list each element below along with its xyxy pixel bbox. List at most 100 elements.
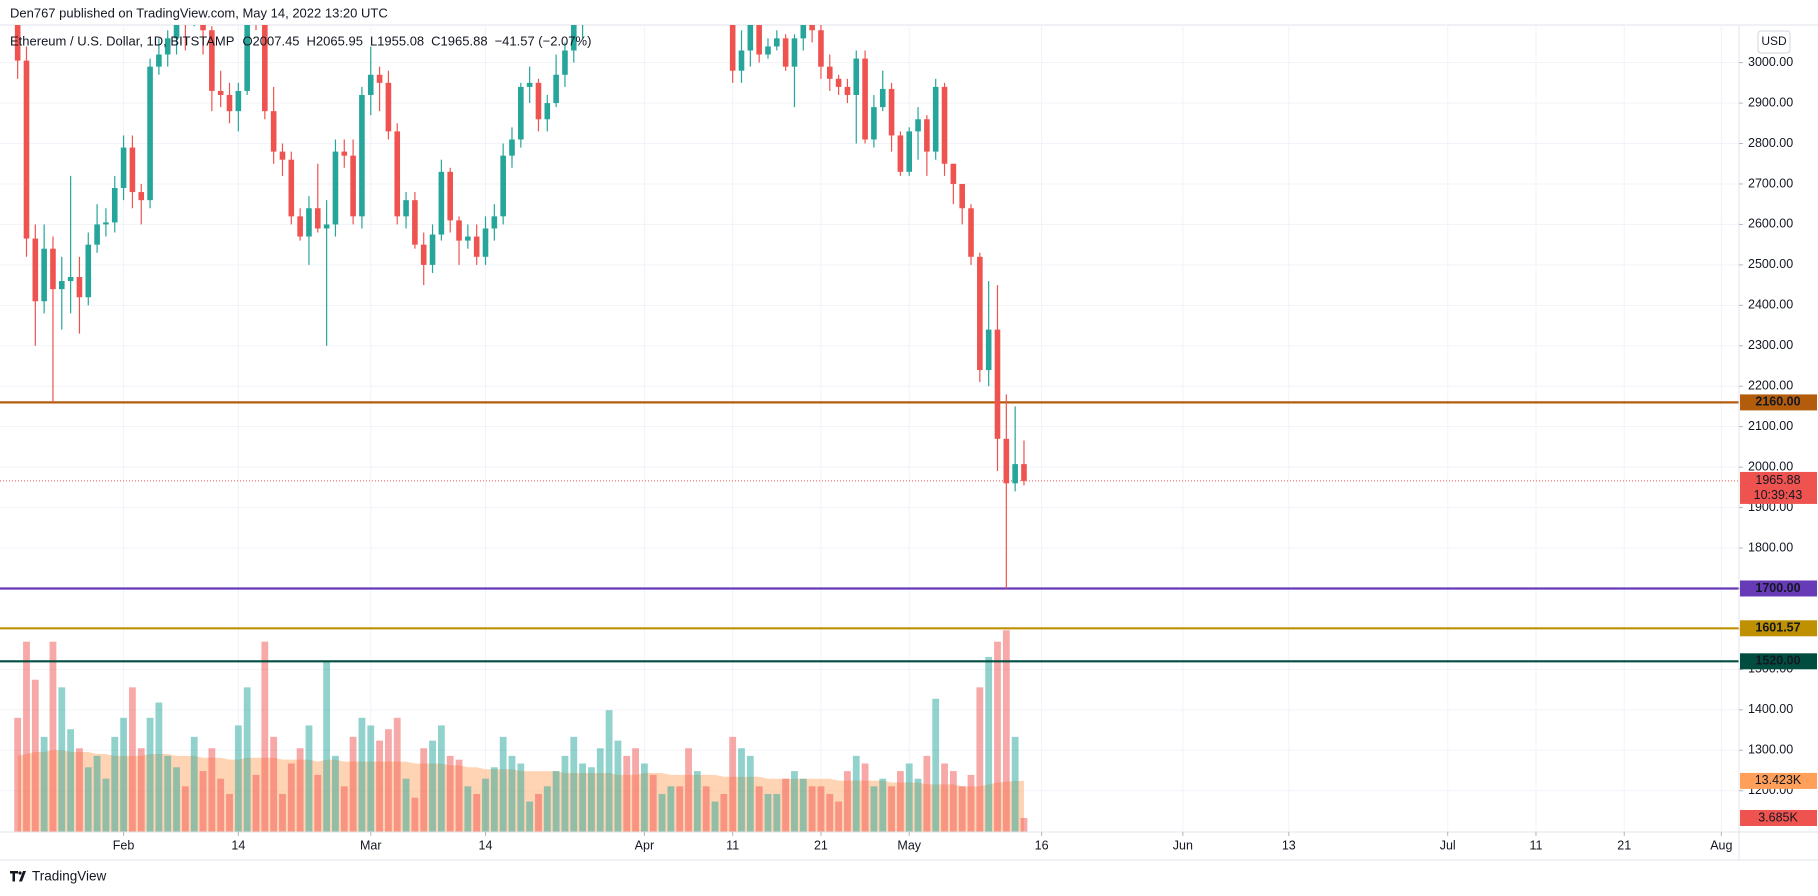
volume-bar xyxy=(58,687,66,832)
legend: Ethereum / U.S. Dollar, 1D, BITSTAMP O20… xyxy=(10,33,591,48)
volume-bar xyxy=(685,748,692,832)
candle-body xyxy=(500,155,506,217)
volume-bar xyxy=(888,786,895,832)
candle-body xyxy=(862,58,868,140)
volume-bar xyxy=(561,755,569,832)
candle-body xyxy=(765,46,771,55)
currency-box[interactable] xyxy=(1757,30,1791,54)
legend-item: H2065.95 xyxy=(307,33,363,48)
x-tick-label: 14 xyxy=(231,838,245,852)
volume-bar xyxy=(711,801,719,832)
level-label-bg xyxy=(1740,580,1817,597)
candle-body xyxy=(826,66,833,79)
volume-bar xyxy=(129,687,136,832)
volume-bar xyxy=(120,717,127,832)
volume-bar xyxy=(23,641,30,832)
volume-bar xyxy=(252,774,260,832)
candle-body xyxy=(456,220,462,241)
footer-brand: TradingView xyxy=(32,869,107,884)
volume-bar xyxy=(896,771,904,832)
volume-bar xyxy=(782,778,790,832)
candle-body xyxy=(429,234,436,265)
candle-body xyxy=(1003,438,1010,484)
volume-bar xyxy=(349,736,357,832)
x-tick-label: 14 xyxy=(479,838,493,852)
volume-bar xyxy=(826,793,834,832)
candle-body xyxy=(800,25,807,39)
volume-bar xyxy=(738,748,745,832)
volume-bar xyxy=(323,660,331,832)
y-tick-label: 2700.00 xyxy=(1748,176,1793,190)
y-tick-label: 2100.00 xyxy=(1748,419,1793,433)
candle-body xyxy=(1012,464,1018,484)
volume-bar xyxy=(376,740,383,832)
axes: 1200.001300.001400.001500.001600.001700.… xyxy=(113,55,1817,852)
volume-bar xyxy=(817,786,825,832)
volume-bar xyxy=(40,736,48,832)
volume-bar xyxy=(755,786,763,832)
candle-body xyxy=(553,74,559,104)
candle-body xyxy=(791,38,798,67)
candle-body xyxy=(844,86,851,95)
x-tick-label: May xyxy=(897,838,921,852)
volume-bar xyxy=(67,729,75,832)
level-label: 1520.00 xyxy=(1755,654,1800,668)
volume-bar xyxy=(385,729,392,832)
volume-bar xyxy=(420,748,428,832)
volume-bar xyxy=(579,763,587,832)
candle-body xyxy=(14,25,21,61)
candle-body xyxy=(738,50,745,71)
volume-bar xyxy=(676,786,684,832)
candle-body xyxy=(270,111,277,152)
volume-layer xyxy=(14,630,1028,832)
volume-bar xyxy=(614,740,622,832)
volume-bar xyxy=(543,786,551,832)
volume-bar xyxy=(764,793,772,832)
candle-body xyxy=(94,224,100,245)
candle-body xyxy=(332,151,339,225)
volume-bar xyxy=(605,710,613,832)
candle-body xyxy=(509,139,515,156)
candle-body xyxy=(871,107,877,140)
candle-body xyxy=(985,329,992,371)
candle-body xyxy=(85,244,92,298)
volume-bar xyxy=(31,679,39,832)
candle-body xyxy=(994,329,1001,439)
candle-body xyxy=(932,86,939,152)
y-tick-label: 1800.00 xyxy=(1748,540,1793,554)
volume-bar xyxy=(870,786,878,832)
volume-label: 3.685K xyxy=(1758,810,1798,824)
volume-bar xyxy=(729,736,737,832)
volume-bar xyxy=(367,725,375,832)
volume-bar xyxy=(464,786,472,832)
volume-bar xyxy=(429,740,436,832)
volume-bar xyxy=(852,755,860,832)
volume-bar xyxy=(773,793,781,832)
symbol: Ethereum / U.S. Dollar, 1D, BITSTAMP xyxy=(10,33,234,48)
volume-bar xyxy=(217,778,225,832)
volume-bar xyxy=(499,736,507,832)
candle-body xyxy=(367,74,374,95)
volume-bar xyxy=(146,717,154,832)
volume-ma-label: 13.423K xyxy=(1755,773,1802,787)
candle-body xyxy=(262,25,268,112)
candle-body xyxy=(420,244,427,265)
countdown: 10:39:43 xyxy=(1754,488,1803,502)
volume-bar xyxy=(243,687,251,832)
candle-body xyxy=(173,25,180,39)
candle-body xyxy=(1021,464,1027,481)
x-tick-label: 13 xyxy=(1282,838,1296,852)
volume-bar xyxy=(923,755,931,832)
last-price-label: 1965.88 xyxy=(1755,473,1800,487)
volume-bar xyxy=(914,778,922,832)
candle-body xyxy=(385,82,392,132)
volume-bar xyxy=(967,774,975,832)
volume-bar xyxy=(1020,817,1028,832)
candle-body xyxy=(853,58,860,95)
y-tick-label: 2500.00 xyxy=(1748,257,1793,271)
volume-bar xyxy=(314,774,322,832)
volume-bar xyxy=(279,793,286,832)
level-label: 2160.00 xyxy=(1755,395,1800,409)
volume-bar xyxy=(340,786,348,832)
volume-bar xyxy=(861,763,869,832)
